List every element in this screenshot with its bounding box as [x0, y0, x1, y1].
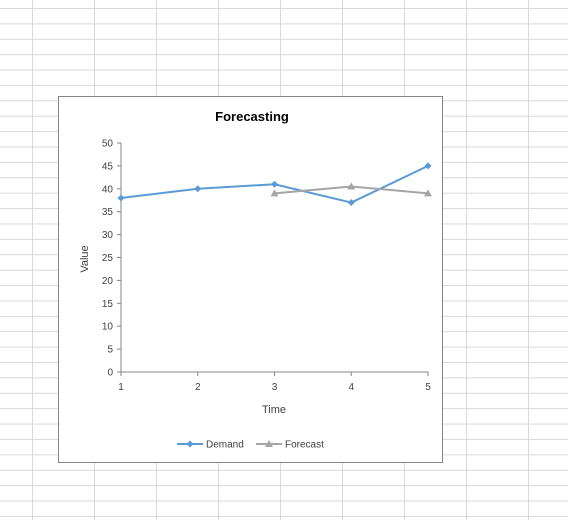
- legend-demand-marker: [186, 440, 194, 448]
- x-tick-label: 2: [195, 382, 201, 393]
- legend-forecast-label: Forecast: [285, 440, 324, 451]
- demand-data-point: [194, 185, 202, 193]
- x-tick-label: 3: [272, 382, 278, 393]
- legend: Demand Forecast: [177, 440, 324, 451]
- legend-demand-label: Demand: [206, 440, 244, 451]
- y-axis-title: Value: [79, 245, 91, 272]
- forecast-data-point: [424, 189, 432, 197]
- y-tick-label: 0: [107, 368, 113, 379]
- y-tick-label: 20: [102, 276, 114, 287]
- legend-forecast-marker: [265, 440, 273, 447]
- forecast-data-point: [270, 189, 279, 197]
- y-tick-label: 15: [102, 299, 114, 310]
- y-tick-label: 35: [102, 207, 114, 218]
- demand-data-point: [347, 199, 355, 207]
- y-tick-label: 45: [102, 161, 114, 172]
- y-tick-label: 40: [102, 184, 114, 195]
- y-tick-label: 50: [102, 139, 114, 150]
- series: [117, 162, 432, 207]
- x-axis-title: Time: [262, 404, 286, 416]
- x-tick-label: 5: [425, 382, 431, 393]
- chart-area[interactable]: Forecasting 0 5 10 15 20 25 30 35 40 45 50 1 2 3 4 5 Ti…: [58, 96, 443, 463]
- forecast-data-point: [347, 182, 356, 190]
- x-tick-label: 4: [348, 382, 354, 393]
- demand-data-point: [424, 162, 432, 170]
- y-tick-label: 5: [107, 345, 113, 356]
- chart-title: Forecasting: [215, 109, 289, 124]
- demand-data-point: [117, 194, 125, 202]
- y-tick-label: 30: [102, 230, 114, 241]
- x-tick-label: 1: [118, 382, 124, 393]
- demand-data-point: [271, 180, 278, 188]
- y-tick-label: 25: [102, 253, 114, 264]
- y-tick-label: 10: [102, 322, 114, 333]
